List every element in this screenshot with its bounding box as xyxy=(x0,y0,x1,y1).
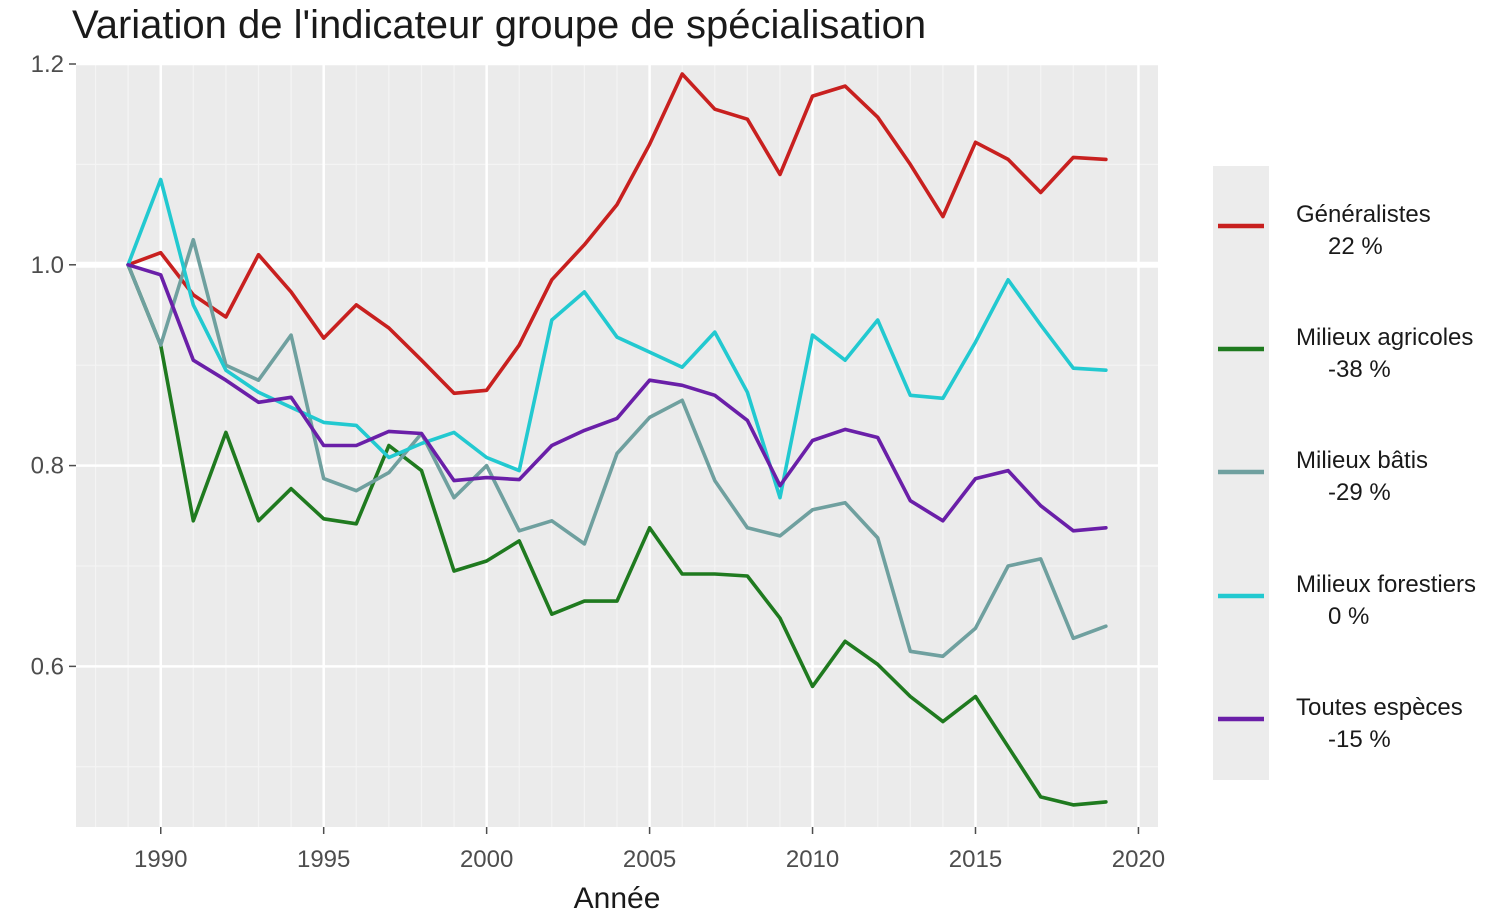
legend-pct-1: -38 % xyxy=(1328,356,1391,383)
series-lines xyxy=(126,72,1108,807)
legend-pct-0: 22 % xyxy=(1328,233,1383,260)
y-tick-label: 1.2 xyxy=(31,51,64,78)
legend-pct-3: 0 % xyxy=(1328,603,1369,630)
x-tick-label: 1990 xyxy=(134,846,187,873)
legend-label-2: Milieux bâtis xyxy=(1296,447,1428,474)
y-tick-label: 0.6 xyxy=(31,653,64,680)
y-tick-label: 0.8 xyxy=(31,453,64,480)
legend: Généralistes 22 % Milieux agricoles -38 % Mi… xyxy=(1218,201,1476,753)
legend-label-4: Toutes espèces xyxy=(1296,694,1463,721)
series-line-0 xyxy=(126,72,1108,396)
legend-label-0: Généralistes xyxy=(1296,201,1431,228)
x-axis-title: Année xyxy=(574,882,661,915)
series-line-4 xyxy=(126,262,1108,533)
x-tick-label: 2010 xyxy=(786,846,839,873)
legend-pct-4: -15 % xyxy=(1328,726,1391,753)
series-line-2 xyxy=(126,237,1108,659)
legend-label-1: Milieux agricoles xyxy=(1296,324,1473,351)
x-tick-label: 2020 xyxy=(1112,846,1165,873)
series-line-1 xyxy=(126,262,1108,807)
y-axis-ticks: 0.6 0.8 1.0 1.2 xyxy=(31,51,76,680)
series-line-3 xyxy=(126,177,1108,500)
legend-pct-2: -29 % xyxy=(1328,479,1391,506)
grid-major xyxy=(76,62,1158,827)
x-tick-label: 2000 xyxy=(460,846,513,873)
x-tick-label: 1995 xyxy=(297,846,350,873)
grid-minor xyxy=(76,64,1158,827)
x-tick-label: 2015 xyxy=(949,846,1002,873)
x-axis-ticks: 1990 1995 2000 2005 2010 2015 2020 xyxy=(134,827,1165,873)
x-tick-label: 2005 xyxy=(623,846,676,873)
y-tick-label: 1.0 xyxy=(31,252,64,279)
chart-title: Variation de l'indicateur groupe de spéc… xyxy=(72,3,926,47)
legend-label-3: Milieux forestiers xyxy=(1296,571,1476,598)
